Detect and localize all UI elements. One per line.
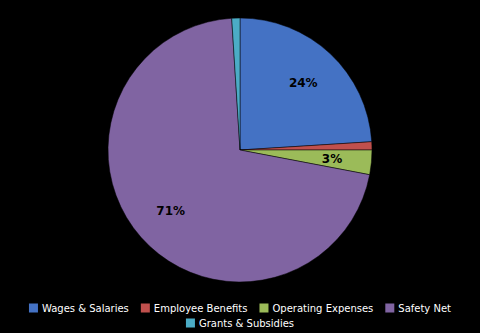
legend-swatch (141, 304, 150, 313)
legend-swatch (385, 304, 394, 313)
legend-label: Operating Expenses (272, 303, 373, 314)
legend-item: Wages & Salaries (29, 303, 129, 314)
legend-item: Operating Expenses (259, 303, 373, 314)
legend-label: Wages & Salaries (42, 303, 129, 314)
pie-slice (108, 18, 370, 282)
legend-label: Safety Net (398, 303, 451, 314)
data-label: 71% (156, 204, 185, 218)
legend-swatch (186, 319, 195, 328)
legend-label: Employee Benefits (154, 303, 248, 314)
chart: 24% 3% 71% Wages & Salaries Employee Benefit… (0, 0, 480, 333)
pie-slice (240, 142, 372, 150)
data-label: 3% (322, 152, 342, 166)
legend-swatch (259, 304, 268, 313)
legend-swatch (29, 304, 38, 313)
pie-slice (232, 18, 240, 150)
legend-item: Employee Benefits (141, 303, 248, 314)
pie (108, 18, 372, 282)
data-labels: 24% 3% 71% (156, 76, 342, 218)
legend: Wages & Salaries Employee Benefits Operati… (29, 303, 451, 329)
legend-item: Grants & Subsidies (186, 318, 294, 329)
legend-item: Safety Net (385, 303, 451, 314)
data-label: 24% (289, 76, 318, 90)
pie-slice (240, 18, 372, 150)
legend-label: Grants & Subsidies (199, 318, 294, 329)
background (0, 0, 480, 333)
